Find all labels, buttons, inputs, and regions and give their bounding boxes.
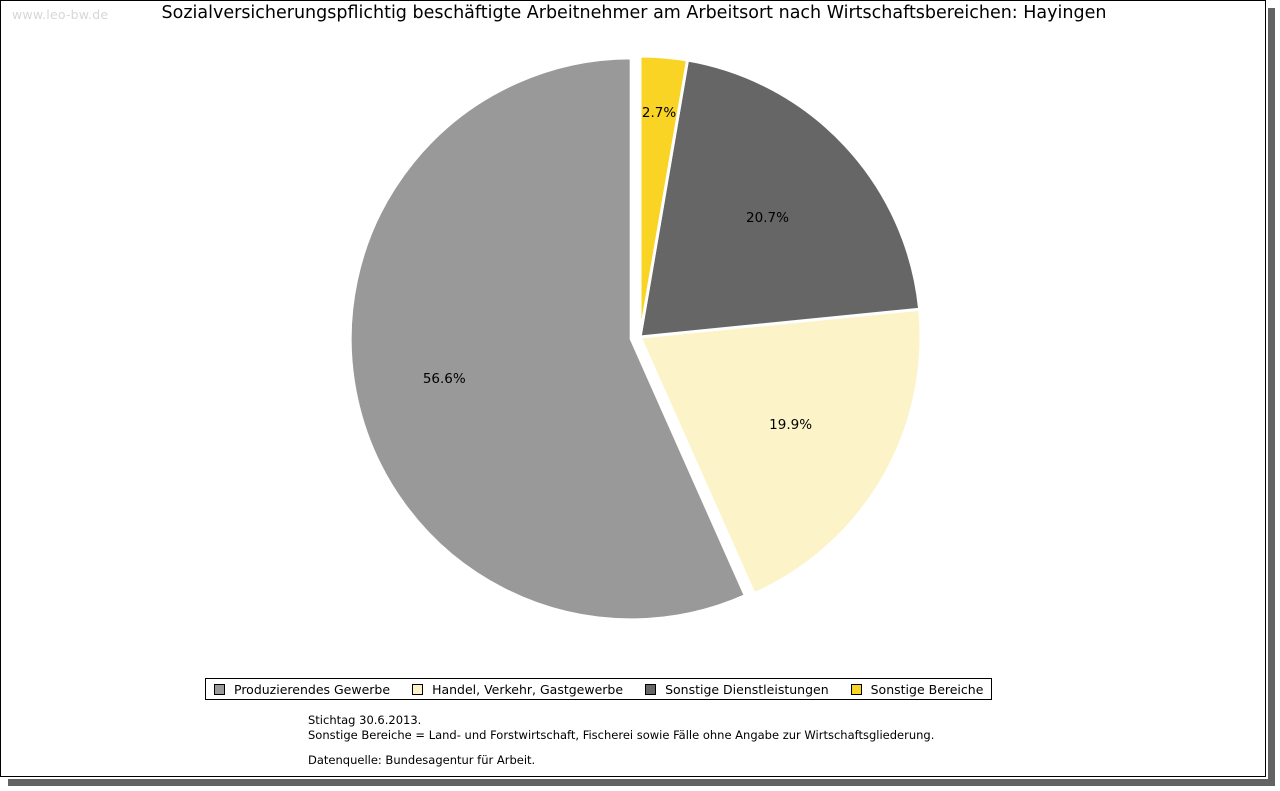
site-watermark: www.leo-bw.de xyxy=(12,7,109,22)
pie-chart-svg xyxy=(348,54,923,622)
footnote-stichtag: Stichtag 30.6.2013. xyxy=(308,713,422,727)
legend-swatch-icon xyxy=(214,683,225,695)
pie-slice[interactable] xyxy=(348,56,747,622)
pie-chart: 56.6% 19.9% 20.7% 2.7% xyxy=(1,1,1267,681)
footnotes: Stichtag 30.6.2013. Sonstige Bereiche = … xyxy=(308,713,934,768)
legend-swatch-icon xyxy=(412,683,424,695)
legend-item-produzierendes-gewerbe[interactable]: Produzierendes Gewerbe xyxy=(214,682,390,697)
legend-swatch-icon xyxy=(645,683,657,695)
legend-swatch-icon xyxy=(850,683,862,695)
footnote-spacer xyxy=(308,742,934,753)
legend-item-label: Sonstige Bereiche xyxy=(870,681,984,697)
legend-item-sonstige-dienstleistungen[interactable]: Sonstige Dienstleistungen xyxy=(645,682,829,697)
legend-item-label: Handel, Verkehr, Gastgewerbe xyxy=(432,681,624,697)
frame-shadow-bottom xyxy=(8,779,1275,786)
chart-legend: Produzierendes Gewerbe Handel, Verkehr, … xyxy=(205,678,993,700)
pie-slice[interactable] xyxy=(638,54,689,339)
pie-slice[interactable] xyxy=(638,307,923,596)
legend-item-handel-verkehr-gastgewerbe[interactable]: Handel, Verkehr, Gastgewerbe xyxy=(412,682,623,697)
slice-label-sonstige-bereiche: 2.7% xyxy=(641,105,677,121)
slice-label-produzierendes-gewerbe: 56.6% xyxy=(422,370,466,387)
chart-frame: www.leo-bw.de Sozialversicherungspflicht… xyxy=(0,0,1266,777)
footnote-datenquelle: Datenquelle: Bundesagentur für Arbeit. xyxy=(308,753,536,767)
slice-label-handel-verkehr-gastgewerbe: 19.9% xyxy=(769,416,813,433)
legend-item-sonstige-bereiche[interactable]: Sonstige Bereiche xyxy=(850,681,984,697)
footnote-definition: Sonstige Bereiche = Land- und Forstwirts… xyxy=(308,727,935,742)
frame-shadow-right xyxy=(1268,8,1275,785)
slice-label-sonstige-dienstleistungen: 20.7% xyxy=(746,210,789,227)
pie-slice[interactable] xyxy=(638,58,922,339)
legend-item-label: Sonstige Dienstleistungen xyxy=(665,681,829,697)
page-title: Sozialversicherungspflichtig beschäftigt… xyxy=(161,3,1107,23)
legend-item-label: Produzierendes Gewerbe xyxy=(234,681,391,697)
